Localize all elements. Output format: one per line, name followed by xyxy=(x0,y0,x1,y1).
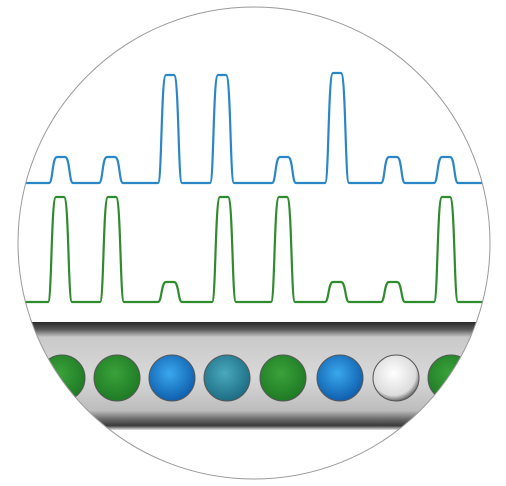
droplet xyxy=(38,354,86,402)
droplet xyxy=(372,354,420,402)
droplet xyxy=(93,354,141,402)
frame-circle xyxy=(17,6,491,480)
blue-trace xyxy=(20,71,490,185)
droplets xyxy=(38,354,475,402)
clip-group xyxy=(18,71,490,430)
green-trace xyxy=(20,195,490,304)
droplet xyxy=(316,354,364,402)
droplet xyxy=(203,354,251,402)
droplet xyxy=(148,354,196,402)
droplet xyxy=(259,354,307,402)
